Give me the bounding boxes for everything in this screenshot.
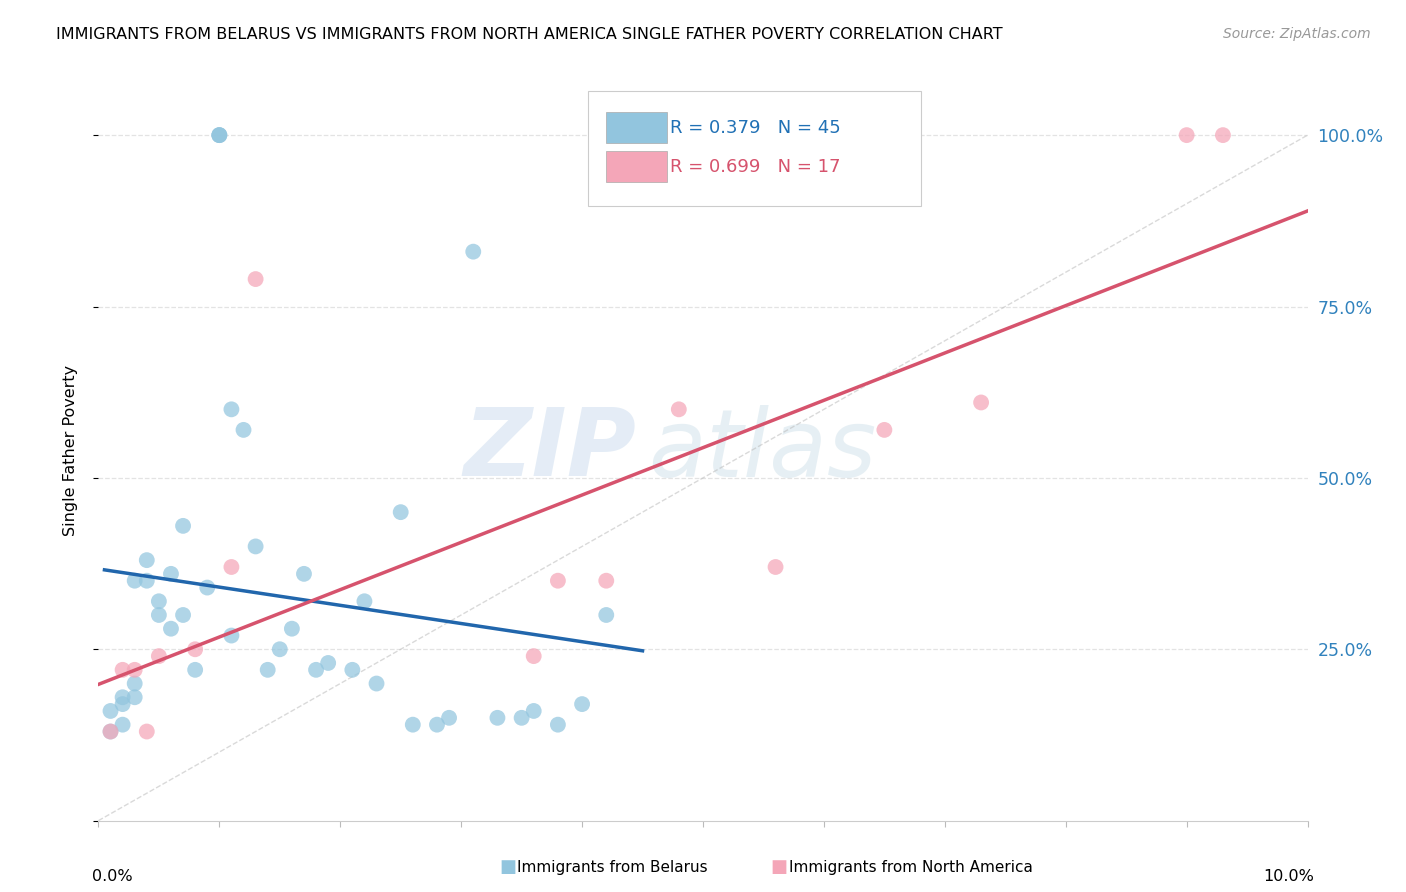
- Point: [547, 717, 569, 731]
- Point: [135, 553, 157, 567]
- Point: [245, 272, 267, 286]
- Point: [148, 594, 170, 608]
- Point: [269, 642, 291, 657]
- Point: [100, 724, 122, 739]
- Point: [353, 594, 375, 608]
- Point: [523, 704, 546, 718]
- Point: [232, 423, 254, 437]
- Point: [221, 628, 243, 642]
- Point: [281, 622, 304, 636]
- FancyBboxPatch shape: [606, 112, 666, 144]
- Point: [172, 607, 194, 622]
- Point: [305, 663, 328, 677]
- Point: [510, 711, 533, 725]
- Point: [547, 574, 569, 588]
- Point: [208, 128, 231, 142]
- Point: [148, 649, 170, 664]
- Point: [256, 663, 278, 677]
- Point: [342, 663, 364, 677]
- Point: [426, 717, 449, 731]
- Point: [184, 663, 207, 677]
- FancyBboxPatch shape: [588, 91, 921, 206]
- Text: atlas: atlas: [648, 405, 877, 496]
- Point: [221, 560, 243, 574]
- Point: [402, 717, 425, 731]
- Point: [292, 566, 315, 581]
- Text: 0.0%: 0.0%: [93, 869, 134, 884]
- Text: ■: ■: [770, 858, 787, 876]
- Point: [221, 402, 243, 417]
- Text: ■: ■: [499, 858, 516, 876]
- Text: 10.0%: 10.0%: [1263, 869, 1313, 884]
- Point: [160, 566, 183, 581]
- Point: [124, 663, 146, 677]
- Point: [195, 581, 218, 595]
- Point: [111, 690, 134, 705]
- Point: [1175, 128, 1198, 142]
- Point: [316, 656, 339, 670]
- Point: [571, 697, 593, 711]
- Point: [366, 676, 388, 690]
- Point: [437, 711, 460, 725]
- Text: R = 0.699   N = 17: R = 0.699 N = 17: [671, 158, 841, 176]
- Text: IMMIGRANTS FROM BELARUS VS IMMIGRANTS FROM NORTH AMERICA SINGLE FATHER POVERTY C: IMMIGRANTS FROM BELARUS VS IMMIGRANTS FR…: [56, 27, 1002, 42]
- Point: [1212, 128, 1234, 142]
- Point: [245, 540, 267, 554]
- Point: [111, 697, 134, 711]
- Point: [463, 244, 485, 259]
- Point: [100, 704, 122, 718]
- Point: [765, 560, 787, 574]
- Point: [111, 717, 134, 731]
- Point: [111, 663, 134, 677]
- Point: [184, 642, 207, 657]
- Point: [172, 519, 194, 533]
- Point: [523, 649, 546, 664]
- Point: [135, 574, 157, 588]
- Y-axis label: Single Father Poverty: Single Father Poverty: [63, 365, 77, 536]
- Point: [970, 395, 993, 409]
- Point: [208, 128, 231, 142]
- Point: [595, 574, 617, 588]
- Point: [873, 423, 896, 437]
- Point: [100, 724, 122, 739]
- Text: Source: ZipAtlas.com: Source: ZipAtlas.com: [1223, 27, 1371, 41]
- Point: [208, 128, 231, 142]
- Point: [160, 622, 183, 636]
- Text: ZIP: ZIP: [464, 404, 637, 497]
- Point: [124, 690, 146, 705]
- Point: [124, 676, 146, 690]
- Point: [124, 574, 146, 588]
- Point: [668, 402, 690, 417]
- Text: Immigrants from Belarus: Immigrants from Belarus: [517, 860, 709, 874]
- FancyBboxPatch shape: [606, 152, 666, 183]
- Point: [595, 607, 617, 622]
- Text: Immigrants from North America: Immigrants from North America: [789, 860, 1032, 874]
- Point: [389, 505, 412, 519]
- Point: [135, 724, 157, 739]
- Text: R = 0.379   N = 45: R = 0.379 N = 45: [671, 119, 841, 136]
- Point: [148, 607, 170, 622]
- Point: [486, 711, 509, 725]
